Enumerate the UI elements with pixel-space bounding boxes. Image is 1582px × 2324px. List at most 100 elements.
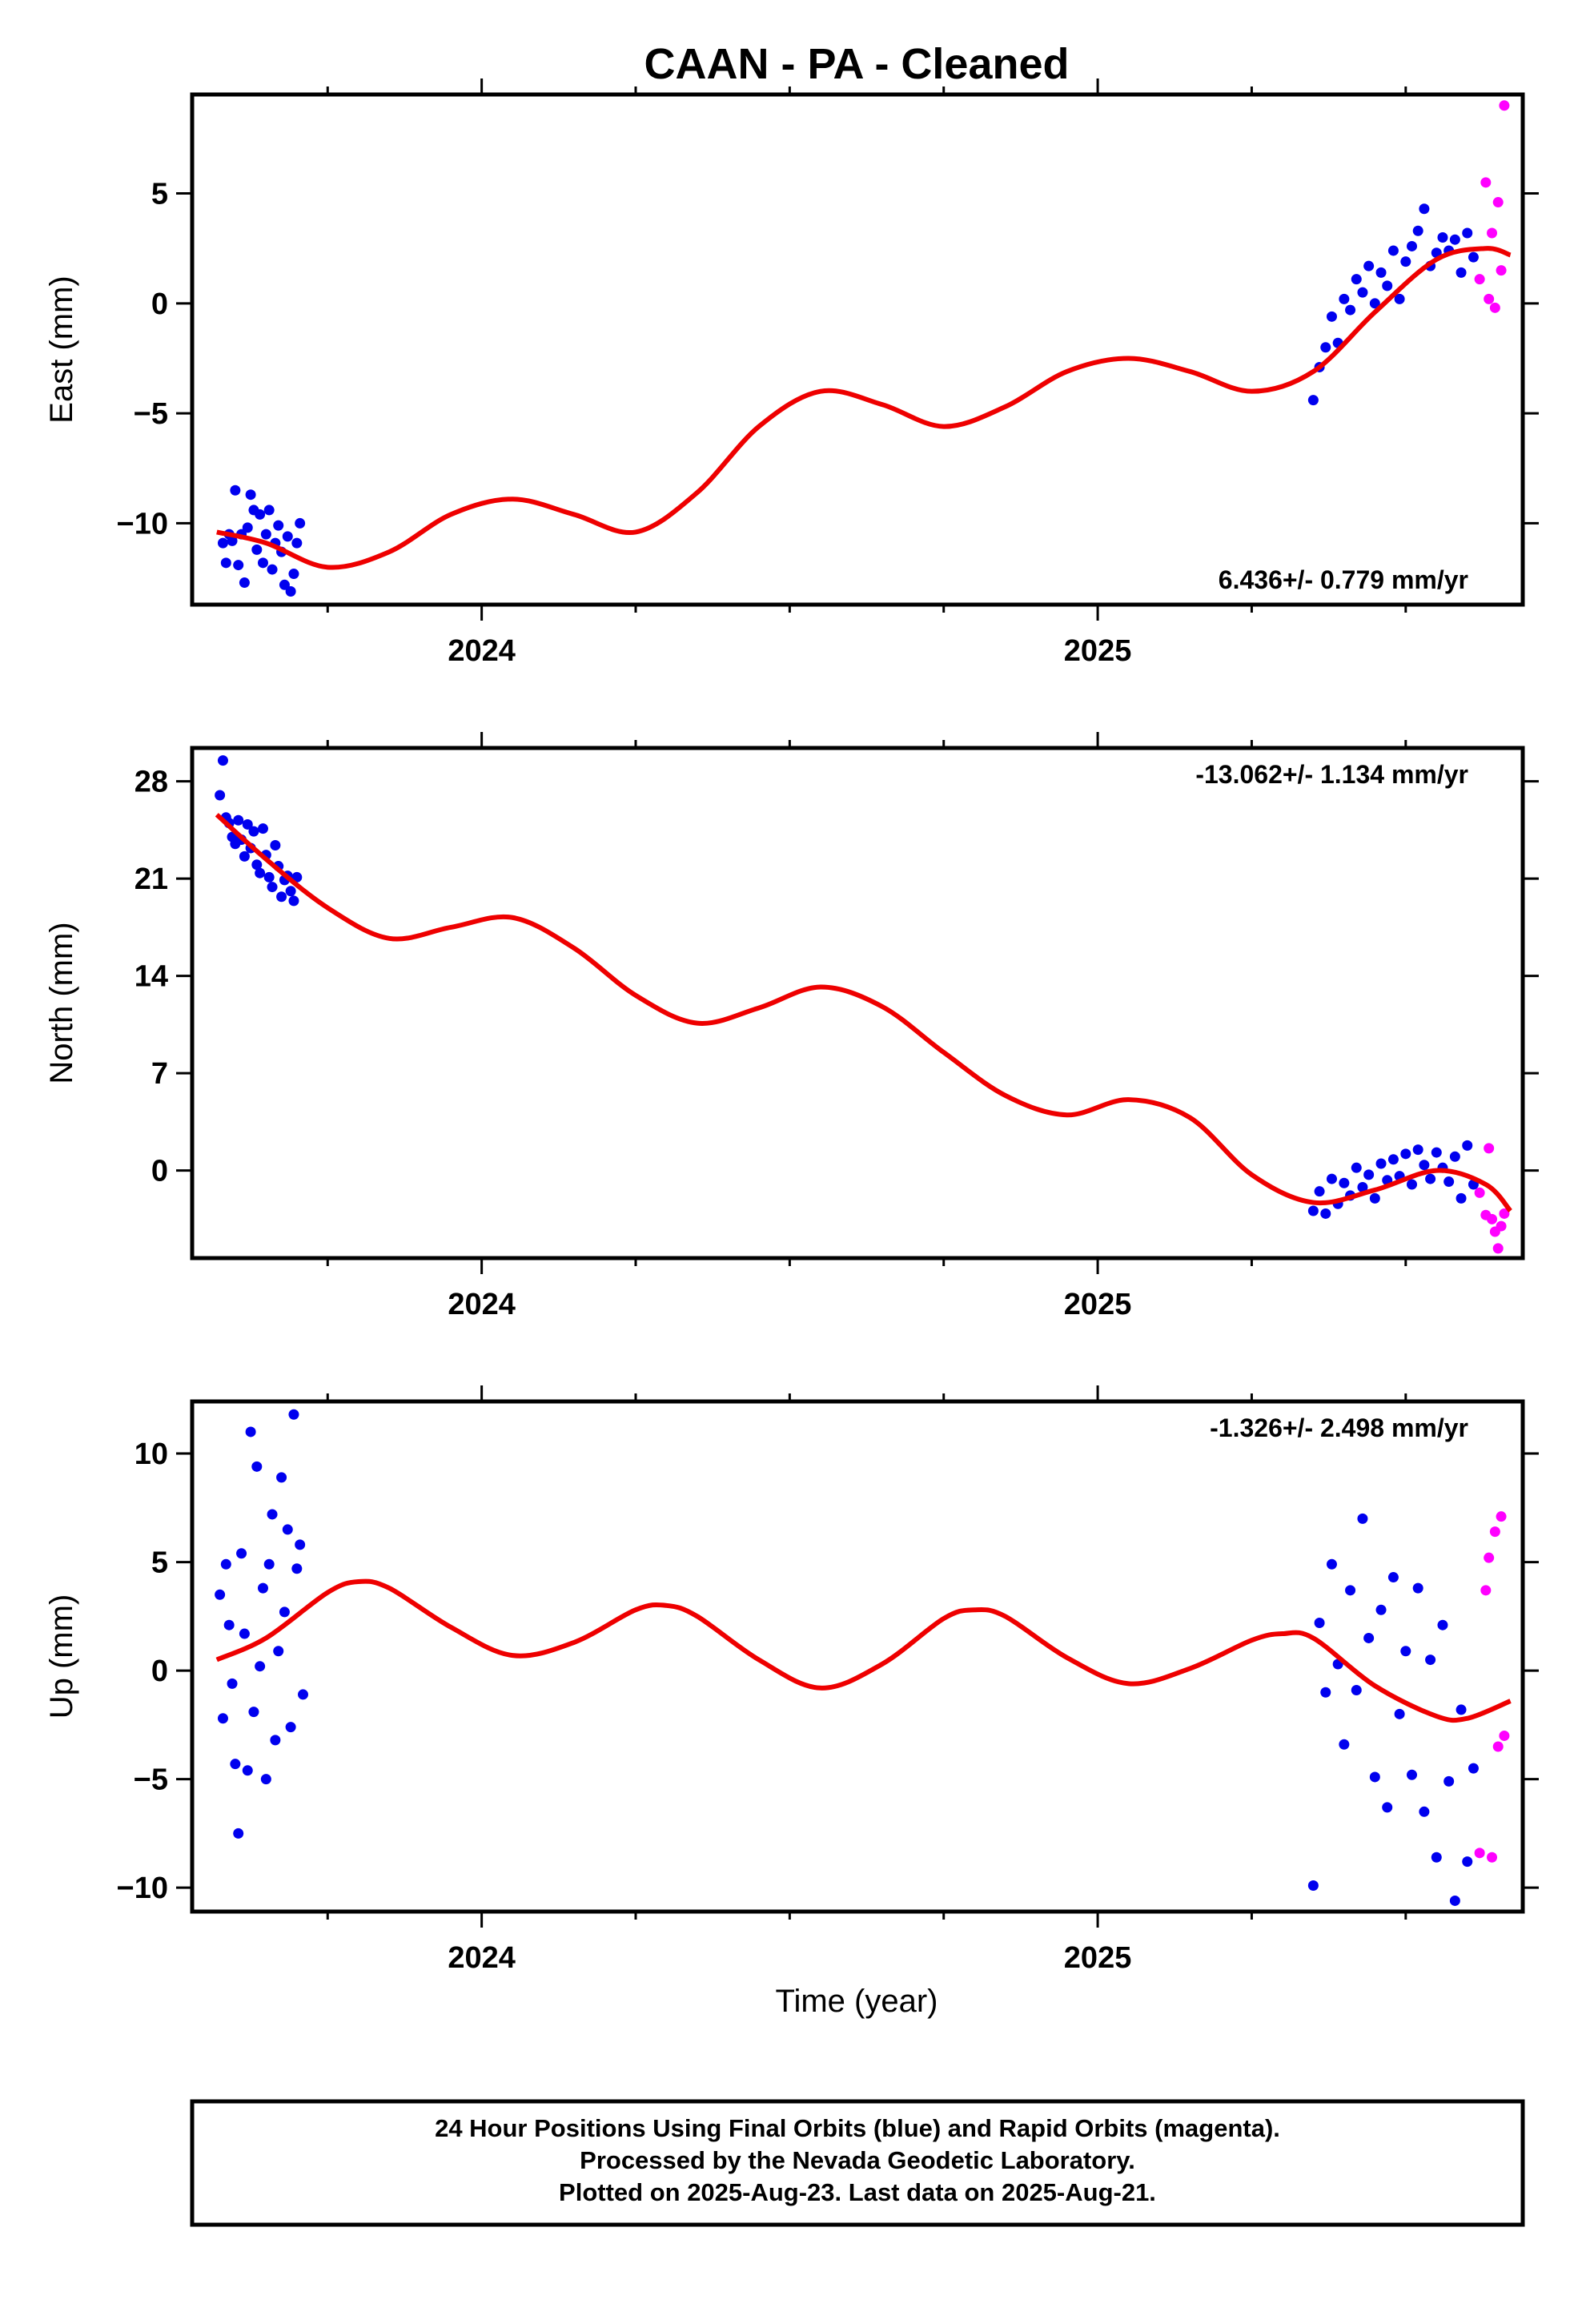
velocity-label: -13.062+/- 1.134 mm/yr [1195,760,1468,789]
y-axis-label: East (mm) [44,275,79,423]
final-orbit-point [1449,234,1460,245]
final-orbit-point [215,790,226,801]
final-orbit-point [1363,260,1375,271]
final-orbit-point [1412,1582,1423,1594]
x-tick-label: 2024 [448,1288,516,1321]
final-orbit-point [1326,311,1337,322]
final-orbit-point [1307,395,1319,406]
final-orbit-point [1351,1685,1362,1696]
final-orbit-point [1431,1147,1442,1158]
rapid-orbit-point [1480,177,1492,188]
final-orbit-point [1425,1655,1436,1666]
y-tick-label: 0 [151,1155,168,1188]
final-orbit-point [1314,1617,1325,1628]
final-orbit-point [263,1558,275,1570]
final-orbit-point [1419,203,1430,215]
final-orbit-point [267,882,278,893]
final-orbit-point [1351,1162,1362,1173]
final-orbit-point [1363,1632,1375,1643]
final-orbit-point [279,1606,290,1618]
final-orbit-point [1456,1704,1467,1715]
final-orbit-point [1357,1513,1368,1524]
final-orbit-point [1468,1763,1479,1774]
y-tick-label: 0 [151,1655,168,1688]
rapid-orbit-point [1492,197,1504,208]
plot-frame [190,92,1525,607]
y-tick-label: 14 [135,960,168,994]
final-orbit-point [233,814,244,826]
final-orbit-point [288,569,299,580]
final-orbit-point [276,1472,287,1483]
final-orbit-point [251,544,263,555]
final-orbit-point [1369,1192,1380,1204]
final-orbit-point [276,891,287,903]
y-tick-label: −5 [134,1763,168,1797]
model-curve [215,1578,1512,1723]
final-orbit-point [1437,1619,1448,1630]
final-orbit-point [1394,1708,1405,1719]
plot-frame [190,1399,1525,1914]
final-orbit-point [260,529,271,540]
x-tick-label: 2024 [448,1941,516,1975]
chart-title: CAAN - PA - Cleaned [644,40,1069,88]
x-tick-label: 2024 [448,634,516,668]
final-orbit-point [255,867,266,879]
final-orbit-point [1462,1856,1473,1868]
final-orbit-point [255,1661,266,1672]
rapid-orbit-point [1496,1511,1507,1522]
final-orbit-point [1320,1687,1331,1698]
east-panel: 5 0 −5 −10 2024 2025 East (mm) 6.436+/- 0.779 m… [44,78,1539,668]
x-tick-label: 2025 [1064,634,1132,668]
plot-frame [190,746,1525,1261]
final-orbit-point [1462,1140,1473,1151]
final-orbit-point [1407,240,1417,251]
north-panel: 28 21 14 7 0 2024 2025 North (mm) -13.062+/- 1.1… [44,732,1539,1321]
final-orbit-point [270,1735,281,1746]
final-orbit-point [245,489,256,501]
final-orbit-point [257,557,268,569]
final-orbit-point [285,886,296,897]
final-orbit-point [1375,1158,1387,1169]
final-orbit-point [267,1509,278,1520]
rapid-orbit-point [1474,274,1485,285]
final-orbit-point [298,1689,308,1700]
rapid-orbit-point [1484,1552,1495,1563]
final-orbit-point [1437,231,1448,243]
rapid-orbit-point [1496,1220,1507,1232]
final-orbit-point [263,871,275,883]
final-orbit-point [1351,274,1362,285]
y-tick-label: 10 [135,1437,168,1471]
up-panel: 10 5 0 −5 −10 2024 2025 Up (mm) -1.326+/- 2.498 … [44,1385,1539,1975]
footer-line-2: Processed by the Nevada Geodetic Laborat… [580,2146,1135,2174]
final-orbit-point [1468,251,1479,263]
velocity-label: -1.326+/- 2.498 mm/yr [1210,1413,1468,1442]
final-orbit-point [1462,227,1473,239]
final-orbit-point [1375,1604,1387,1615]
final-orbit-point [295,1539,306,1550]
final-orbit-point [236,1548,247,1559]
final-orbit-point [273,520,284,531]
final-orbit-point [1326,1558,1337,1570]
plot-area [215,1409,1512,1906]
final-orbit-point [1345,304,1356,316]
final-orbit-point [230,1759,241,1770]
velocity-label: 6.436+/- 0.779 mm/yr [1219,565,1468,594]
rapid-orbit-point [1489,1526,1500,1538]
footer-line-3: Plotted on 2025-Aug-23. Last data on 202… [559,2178,1156,2206]
final-orbit-point [1307,1205,1319,1216]
plot-area [216,100,1512,597]
plot-area [215,755,1512,1254]
final-orbit-point [239,850,250,862]
y-tick-label: −10 [117,507,168,541]
final-orbit-point [257,823,268,834]
final-orbit-point [291,1563,303,1574]
final-orbit-point [1357,287,1368,298]
y-tick-label: 5 [151,1546,168,1580]
rapid-orbit-point [1487,227,1498,239]
final-orbit-point [1425,1173,1436,1184]
rapid-orbit-point [1480,1585,1492,1596]
x-axis-label: Time (year) [776,1984,938,2019]
y-tick-label: −10 [117,1872,168,1905]
final-orbit-point [1382,1802,1393,1813]
